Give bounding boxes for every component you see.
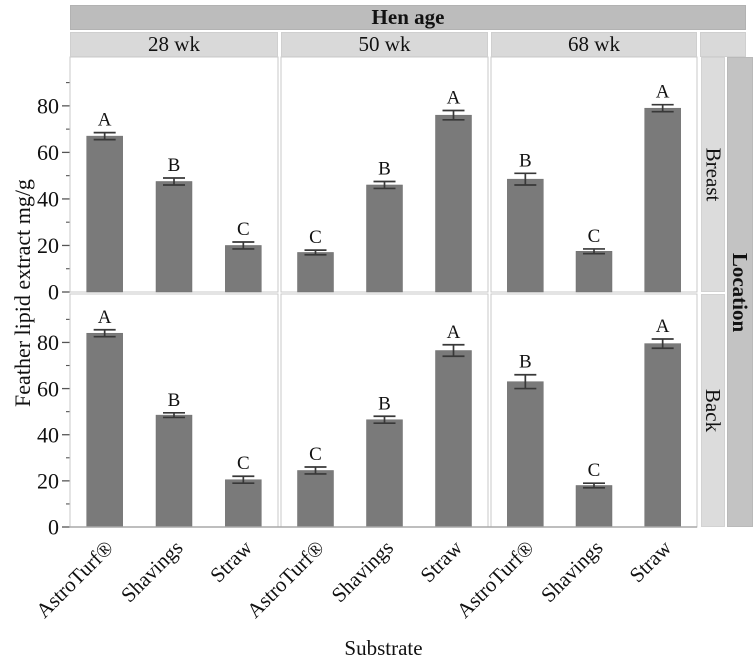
- y-tick-label: 80: [37, 94, 59, 119]
- facet-row-back: Back: [701, 294, 726, 527]
- significance-letter: A: [98, 307, 112, 328]
- y-tick-label: 0: [48, 280, 59, 305]
- facet-column-50wk: 50 wk: [281, 32, 488, 57]
- significance-letter: B: [519, 352, 532, 373]
- x-category-label: Straw: [625, 535, 677, 587]
- x-category-label: AstroTurf®: [31, 536, 118, 623]
- facet-group-location: Location: [727, 57, 753, 527]
- bar-back-28wk-Shavings: [155, 414, 193, 528]
- x-category-label: Shavings: [116, 536, 187, 607]
- significance-letter: B: [378, 393, 391, 414]
- x-category-label: AstroTurf®: [242, 536, 329, 623]
- significance-letter: B: [168, 155, 181, 176]
- x-axis-title: Substrate: [344, 636, 423, 660]
- significance-letter: B: [168, 390, 181, 411]
- bar-back-68wk-Shavings: [575, 485, 613, 528]
- bar-back-68wk-AstroTurf: [507, 381, 544, 528]
- bar-breast-50wk-Straw: [435, 114, 472, 293]
- bar-back-50wk-AstroTurf: [297, 470, 334, 528]
- facet-header-hen-age: Hen age: [70, 5, 746, 30]
- facet-row-breast: Breast: [701, 57, 726, 292]
- bar-back-28wk-AstroTurf: [86, 332, 123, 528]
- y-tick-label: 60: [37, 376, 59, 401]
- facet-row-breast-label: Breast: [701, 147, 726, 202]
- y-tick-label: 80: [37, 330, 59, 355]
- bar-breast-68wk-Shavings: [575, 251, 613, 293]
- facet-column-28wk: 28 wk: [70, 32, 278, 57]
- bar-breast-68wk-AstroTurf: [507, 178, 544, 293]
- bar-breast-28wk-Straw: [225, 245, 262, 293]
- significance-letter: C: [309, 227, 322, 248]
- significance-letter: C: [309, 444, 322, 465]
- y-tick-label: 60: [37, 140, 59, 165]
- significance-letter: A: [656, 82, 670, 103]
- significance-letter: C: [237, 453, 250, 474]
- facet-row-back-label: Back: [701, 388, 726, 433]
- significance-letter: C: [237, 219, 250, 240]
- x-category-label: Straw: [415, 535, 467, 587]
- y-tick-label: 0: [48, 515, 59, 540]
- x-category-label: Shavings: [536, 536, 607, 607]
- y-axis-title: Feather lipid extract mg/g: [10, 179, 35, 407]
- bar-back-50wk-Shavings: [366, 419, 403, 528]
- y-tick-label: 20: [37, 233, 59, 258]
- significance-letter: C: [588, 226, 601, 247]
- facet-group-location-label: Location: [728, 252, 753, 332]
- bar-breast-68wk-Straw: [644, 107, 681, 293]
- bar-back-28wk-Straw: [225, 479, 262, 528]
- bar-back-50wk-Straw: [435, 350, 472, 528]
- x-category-label: Straw: [205, 535, 257, 587]
- facet-corner-cell: [700, 32, 746, 57]
- bar-breast-50wk-Shavings: [366, 184, 403, 293]
- significance-letter: B: [378, 158, 391, 179]
- bar-breast-28wk-Shavings: [155, 181, 193, 293]
- significance-letter: A: [447, 88, 461, 109]
- x-category-label: Shavings: [327, 536, 398, 607]
- y-tick-label: 40: [37, 187, 59, 212]
- bar-breast-50wk-AstroTurf: [297, 252, 334, 293]
- y-tick-label: 20: [37, 469, 59, 494]
- significance-letter: A: [98, 110, 112, 131]
- bar-breast-28wk-AstroTurf: [86, 135, 123, 293]
- significance-letter: A: [656, 316, 670, 337]
- significance-letter: C: [588, 460, 601, 481]
- y-tick-label: 40: [37, 422, 59, 447]
- bar-back-68wk-Straw: [644, 343, 681, 528]
- significance-letter: A: [447, 322, 461, 343]
- facet-column-68wk: 68 wk: [491, 32, 697, 57]
- significance-letter: B: [519, 150, 532, 171]
- x-category-label: AstroTurf®: [452, 536, 539, 623]
